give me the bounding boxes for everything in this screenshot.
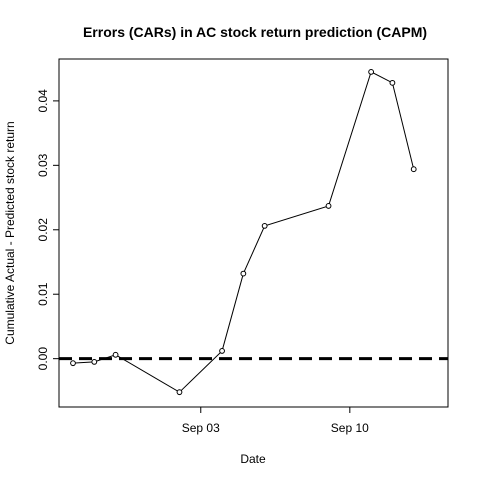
data-point bbox=[240, 270, 247, 277]
y-axis-label: Cumulative Actual - Predicted stock retu… bbox=[3, 121, 17, 344]
data-point bbox=[389, 79, 396, 86]
plot-frame bbox=[58, 58, 449, 408]
data-point bbox=[91, 358, 98, 365]
y-tick-label: 0.00 bbox=[36, 347, 50, 371]
series-line bbox=[72, 71, 415, 393]
data-point bbox=[70, 360, 76, 367]
y-tick-label: 0.03 bbox=[36, 153, 50, 177]
y-tick-label: 0.02 bbox=[36, 218, 50, 242]
y-tick-label: 0.01 bbox=[36, 282, 50, 306]
data-point bbox=[261, 223, 268, 229]
y-tick-label: 0.04 bbox=[36, 89, 50, 113]
data-point bbox=[325, 203, 332, 209]
x-tick-label: Sep 10 bbox=[331, 421, 369, 435]
data-point bbox=[112, 351, 119, 358]
data-point bbox=[368, 68, 375, 75]
x-tick-label: Sep 03 bbox=[182, 421, 220, 435]
x-axis-label: Date bbox=[240, 452, 266, 466]
chart-title: Errors (CARs) in AC stock return predict… bbox=[83, 24, 427, 40]
data-point bbox=[219, 348, 225, 354]
data-point bbox=[176, 389, 183, 396]
plot-area bbox=[59, 68, 448, 396]
data-point bbox=[410, 166, 417, 173]
axes: 0.00 0.01 0.02 0.03 0.04 Sep 03 Sep 10 bbox=[36, 89, 369, 435]
